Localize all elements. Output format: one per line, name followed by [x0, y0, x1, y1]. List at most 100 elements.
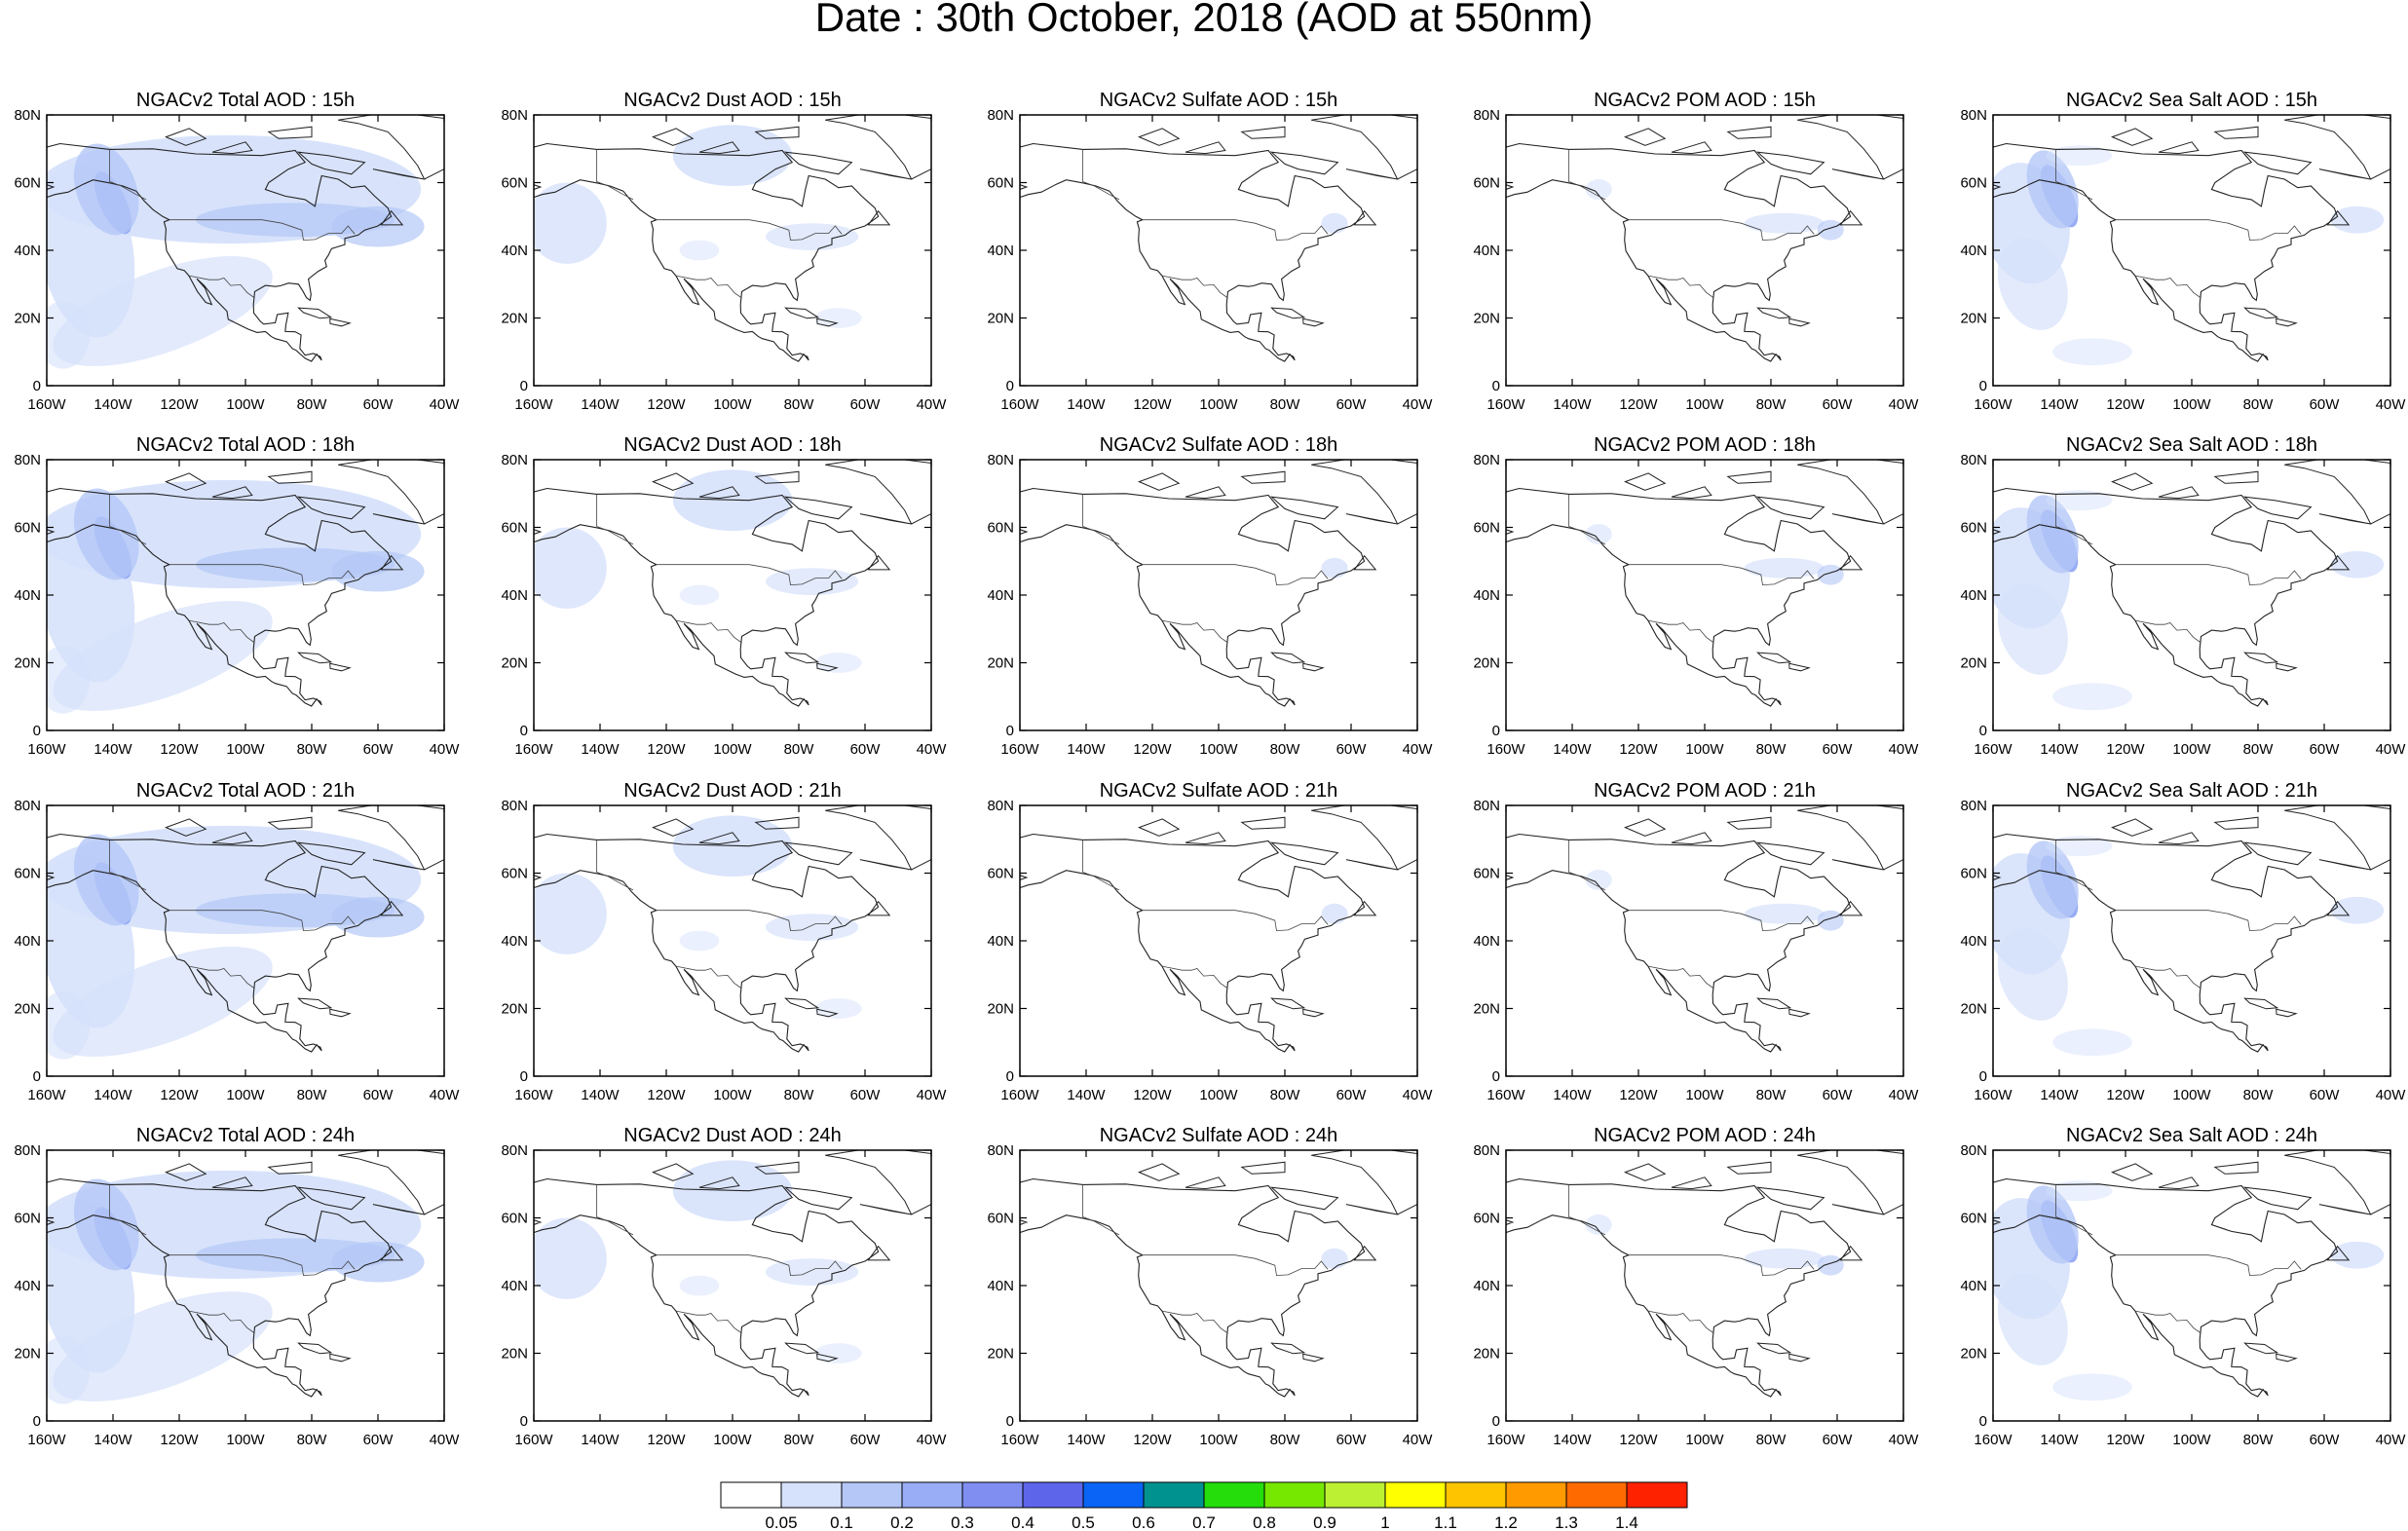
lon-label: 120W — [160, 396, 199, 413]
colorbar-label: 0.7 — [1192, 1513, 1216, 1531]
lat-label: 20N — [1473, 655, 1500, 672]
coastline — [1756, 652, 1792, 664]
country-border — [656, 1254, 843, 1277]
coastline — [165, 128, 207, 146]
lat-label: 40N — [14, 933, 41, 950]
coastline — [47, 833, 393, 1053]
coastline — [1270, 307, 1306, 319]
lon-label: 40W — [1889, 1432, 1920, 1448]
coastline — [1138, 818, 1181, 837]
lon-label: 100W — [713, 1432, 752, 1448]
colorbar-label: 0.05 — [765, 1513, 797, 1531]
coastline — [380, 554, 404, 571]
lon-label: 60W — [850, 396, 882, 413]
coastline — [1353, 554, 1377, 571]
coastline — [1671, 141, 1712, 155]
lon-label: 80W — [1270, 396, 1301, 413]
map-panel-sulfate-aod-24h: NGACv2 Sulfate AOD : 24h 0 20N 40N 60N 80N 160… — [987, 1125, 1433, 1448]
coastline — [2276, 317, 2298, 327]
country-border — [1568, 840, 1606, 891]
map-panel-pom-aod-15h: NGACv2 POM AOD : 15h 0 20N 40N 60N 80N 160W 140… — [1473, 90, 1919, 413]
country-border — [596, 494, 634, 545]
map-panel-pom-aod-21h: NGACv2 POM AOD : 21h 0 20N 40N 60N 80N 160W 140… — [1473, 780, 1919, 1103]
coastline — [825, 115, 931, 180]
lat-label: 20N — [1473, 1001, 1500, 1018]
colorbar-label: 0.3 — [951, 1513, 974, 1531]
coastline — [1506, 487, 1852, 707]
coastline — [1020, 1177, 1366, 1398]
country-border — [1628, 219, 1815, 242]
lat-label: 20N — [1960, 1001, 1987, 1018]
country-border — [1082, 840, 1120, 891]
coastline — [165, 818, 207, 837]
colorbar-label: 1.4 — [1615, 1513, 1638, 1531]
aod-shading — [53, 601, 273, 712]
country-border — [1568, 494, 1606, 545]
aod-shading — [679, 930, 720, 952]
coastline — [1756, 1342, 1792, 1355]
coastline — [2111, 472, 2154, 491]
lon-label: 160W — [27, 1087, 66, 1103]
lat-label: 80N — [1960, 798, 1987, 814]
coastline — [2276, 662, 2298, 672]
colorbar-swatch — [1263, 1481, 1326, 1509]
lon-label: 80W — [2243, 1432, 2275, 1448]
aod-shading — [2026, 840, 2079, 919]
country-border — [2134, 1310, 2201, 1334]
coastline — [2326, 209, 2351, 226]
coastline — [1726, 470, 1772, 484]
aod-shading — [534, 182, 607, 264]
lat-label: 80N — [1473, 107, 1500, 124]
coastline — [1624, 472, 1667, 491]
lon-label: 120W — [647, 741, 686, 758]
lon-label: 160W — [1974, 741, 2013, 758]
country-border — [1628, 564, 1815, 586]
lon-label: 140W — [581, 1087, 620, 1103]
lon-label: 140W — [1067, 1087, 1106, 1103]
coastline — [1506, 142, 1852, 362]
aod-shading — [1744, 903, 1825, 924]
lon-label: 140W — [581, 396, 620, 413]
panel-title: NGACv2 Sea Salt AOD : 24h — [2066, 1125, 2317, 1146]
lat-label: 80N — [14, 452, 41, 468]
lon-label: 100W — [1199, 396, 1238, 413]
country-border — [675, 619, 742, 644]
aod-shading — [1585, 870, 1612, 890]
coastline — [1353, 900, 1377, 916]
lon-label: 80W — [1270, 1432, 1301, 1448]
coastline — [2213, 1161, 2259, 1175]
colorbar-swatch — [1626, 1481, 1688, 1509]
coastline — [1993, 833, 2339, 1053]
panel-title: NGACv2 Total AOD : 24h — [136, 1125, 355, 1146]
country-border — [675, 275, 742, 299]
lat-label: 60N — [14, 520, 41, 537]
aod-shading — [1321, 212, 1348, 234]
aod-shading — [53, 1291, 273, 1402]
country-border — [1142, 1254, 1329, 1277]
lon-label: 100W — [1199, 1432, 1238, 1448]
lon-label: 100W — [1685, 396, 1724, 413]
aod-shading — [2052, 683, 2132, 711]
coastline — [652, 1163, 695, 1181]
lat-label: 60N — [1960, 175, 1987, 192]
coastline — [1020, 487, 1366, 707]
coastline — [1506, 1177, 1852, 1398]
coastline — [296, 496, 366, 520]
coastline — [2326, 554, 2351, 571]
lon-label: 60W — [1823, 1087, 1854, 1103]
coastline — [1756, 307, 1792, 319]
figure-title: Date : 30th October, 2018 (AOD at 550nm) — [815, 0, 1593, 40]
lon-label: 160W — [514, 1432, 553, 1448]
lon-label: 80W — [2243, 1087, 2275, 1103]
panel-title: NGACv2 Sea Salt AOD : 21h — [2066, 780, 2317, 802]
lat-label: 80N — [501, 107, 528, 124]
lon-label: 80W — [1756, 1432, 1787, 1448]
coastline — [1839, 554, 1863, 571]
coastline — [1270, 997, 1306, 1010]
country-border — [2115, 564, 2302, 586]
coastline — [211, 486, 253, 500]
coastline — [698, 486, 740, 500]
lat-label: 40N — [1960, 933, 1987, 950]
colorbar-label: 0.8 — [1253, 1513, 1276, 1531]
aod-shading — [2330, 550, 2385, 579]
